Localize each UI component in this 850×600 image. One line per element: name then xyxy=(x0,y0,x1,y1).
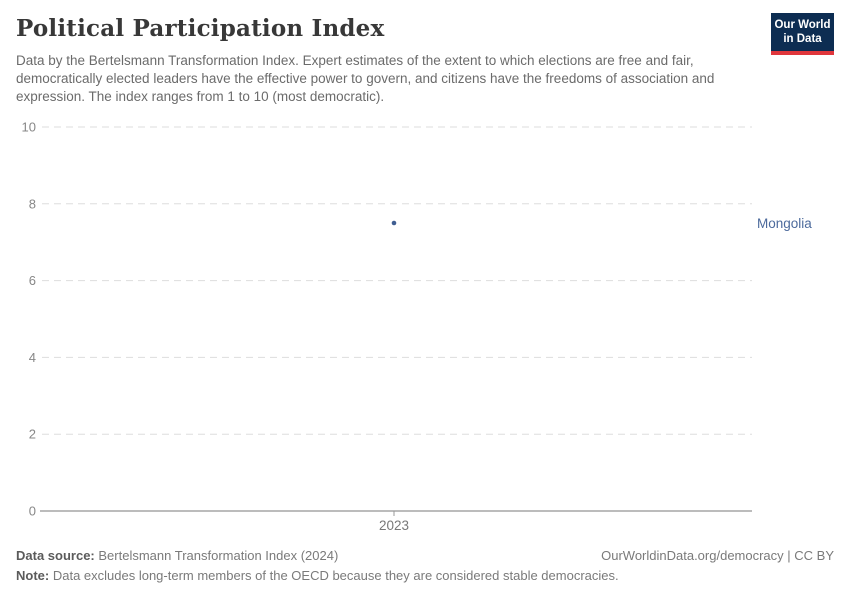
footer-note-row: Note: Data excludes long-term members of… xyxy=(16,568,834,583)
data-point-mongolia-2023[interactable] xyxy=(391,220,397,226)
rights-link[interactable]: OurWorldinData.org/democracy | CC BY xyxy=(601,548,834,563)
entity-label-mongolia[interactable]: Mongolia xyxy=(757,216,812,231)
y-tick-label-6: 6 xyxy=(29,273,36,288)
note-label: Note: xyxy=(16,568,50,583)
y-tick-label-10: 10 xyxy=(22,120,36,135)
data-source-link[interactable]: Bertelsmann Transformation Index (2024) xyxy=(98,548,339,563)
data-source: Data source: Bertelsmann Transformation … xyxy=(16,548,338,563)
data-source-label: Data source: xyxy=(16,548,95,563)
footer-source-row: Data source: Bertelsmann Transformation … xyxy=(16,548,834,563)
owid-logo[interactable]: Our World in Data xyxy=(771,13,834,55)
page-title: Political Participation Index xyxy=(16,15,385,42)
chart-subtitle: Data by the Bertelsmann Transformation I… xyxy=(16,53,715,104)
y-tick-label-0: 0 xyxy=(29,504,36,519)
y-tick-label-4: 4 xyxy=(29,350,36,365)
y-tick-label-8: 8 xyxy=(29,196,36,211)
owid-logo-line2: in Data xyxy=(783,32,822,45)
owid-logo-line1: Our World xyxy=(774,19,831,31)
x-tick-label-2023: 2023 xyxy=(379,518,409,533)
y-tick-label-2: 2 xyxy=(29,427,36,442)
note-text: Data excludes long-term members of the O… xyxy=(52,568,619,583)
